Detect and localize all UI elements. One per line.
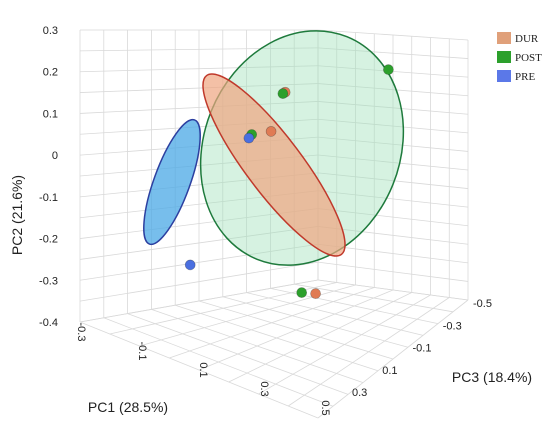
pc2-tick-label: -0.2 bbox=[39, 234, 58, 246]
legend-swatch-dur bbox=[497, 32, 511, 44]
legend: DUR POST PRE bbox=[497, 32, 542, 83]
grid-line bbox=[198, 289, 394, 371]
pc3-axis-label: PC3 (18.4%) bbox=[452, 369, 532, 385]
data-point-pre bbox=[243, 132, 255, 144]
pc1-tick-labels: -0.3 -0.1 0.1 0.3 0.5 bbox=[75, 323, 331, 416]
data-point-post bbox=[296, 287, 308, 298]
ellipse-dur bbox=[202, 73, 346, 257]
pc2-tick-label: -0.1 bbox=[39, 192, 58, 204]
pc3-tick-labels: -0.5 -0.3 -0.1 0.1 0.3 bbox=[352, 298, 492, 399]
pc1-tick-label: 0.3 bbox=[258, 381, 270, 396]
pc2-tick-label: 0.2 bbox=[43, 67, 58, 79]
pc3-tick-label: 0.3 bbox=[352, 387, 367, 399]
data-point-post bbox=[383, 64, 394, 75]
data-points bbox=[184, 64, 394, 299]
pc2-tick-labels: -0.4 -0.3 -0.2 -0.1 0 0.1 0.2 0.3 bbox=[39, 25, 58, 329]
pc2-tick-label: 0.3 bbox=[43, 25, 58, 37]
legend-label-dur: DUR bbox=[515, 33, 539, 45]
pc2-tick-label: 0 bbox=[52, 150, 58, 162]
pc1-tick-label: -0.3 bbox=[75, 323, 87, 342]
pc1-axis-label: PC1 (28.5%) bbox=[88, 399, 168, 415]
pc1-tick-label: -0.1 bbox=[136, 342, 148, 361]
grid-line bbox=[169, 287, 375, 359]
pc3-tick-label: -0.5 bbox=[473, 298, 492, 310]
data-point-dur bbox=[265, 126, 277, 137]
grid-line bbox=[288, 297, 450, 407]
pc2-tick-label: -0.3 bbox=[39, 275, 58, 287]
group-ellipses bbox=[143, 30, 405, 266]
pc1-tick-label: 0.5 bbox=[319, 400, 331, 415]
pc3-tick-label: -0.3 bbox=[443, 320, 462, 332]
data-point-dur bbox=[310, 288, 321, 299]
pc1-tick-label: 0.1 bbox=[197, 362, 209, 377]
ellipse-post bbox=[199, 30, 405, 266]
legend-label-pre: PRE bbox=[515, 71, 535, 83]
pc2-tick-label: -0.4 bbox=[39, 317, 58, 329]
pc2-axis-label: PC2 (21.6%) bbox=[9, 175, 25, 255]
pc2-tick-label: 0.1 bbox=[43, 108, 58, 120]
data-point-pre bbox=[184, 259, 196, 271]
legend-label-post: POST bbox=[515, 52, 542, 64]
legend-swatch-pre bbox=[497, 70, 511, 82]
floor-grid bbox=[79, 279, 469, 419]
grid-line bbox=[317, 299, 469, 419]
grid-line bbox=[79, 279, 319, 323]
ellipse-pre bbox=[143, 118, 201, 246]
grid-line bbox=[139, 284, 356, 347]
pc3-tick-label: -0.1 bbox=[413, 343, 432, 355]
legend-swatch-post bbox=[497, 51, 511, 63]
grid-line bbox=[258, 294, 431, 395]
pc3-tick-label: 0.1 bbox=[382, 365, 397, 377]
data-point-post bbox=[277, 88, 289, 99]
grid-line bbox=[228, 292, 412, 383]
